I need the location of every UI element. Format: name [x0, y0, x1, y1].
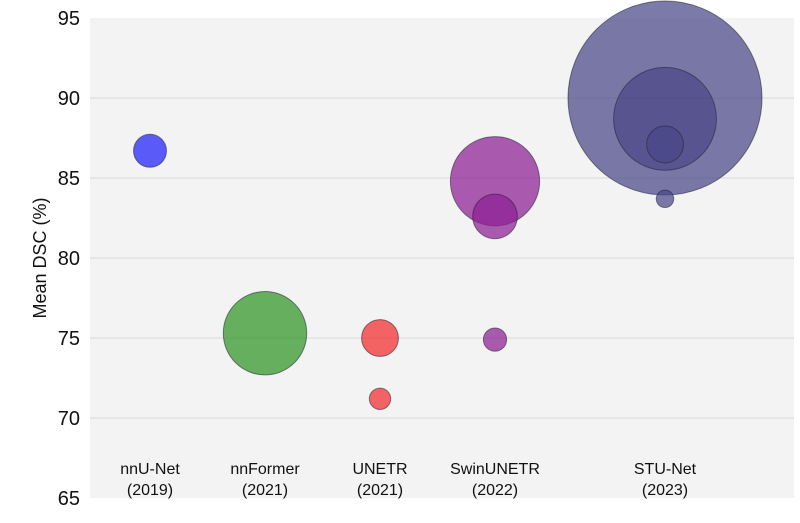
bubble [361, 319, 399, 357]
y-tick-label: 65 [58, 488, 80, 510]
category-labels: nnU-Net (2019) nnFormer (2021) UNETR (2021) Sw… [120, 461, 696, 499]
bubble [482, 327, 508, 352]
bubble [655, 189, 675, 209]
category-year-label: (2021) [357, 482, 403, 499]
y-tick-label: 90 [58, 88, 80, 110]
category-name-label: nnU-Net [120, 461, 180, 478]
y-axis-ticks: 65 70 75 80 85 90 95 [58, 8, 80, 510]
y-tick-label: 80 [58, 248, 80, 270]
bubble [646, 125, 684, 164]
grid-lines [90, 97, 794, 419]
category-year-label: (2023) [642, 482, 688, 499]
y-tick-label: 85 [58, 168, 80, 190]
y-tick-label: 75 [58, 328, 80, 350]
bubbles [133, 0, 763, 410]
category-name-label: nnFormer [230, 461, 300, 478]
category-year-label: (2019) [127, 482, 173, 499]
y-tick-label: 95 [58, 8, 80, 30]
bubble [472, 193, 518, 240]
y-axis-label: Mean DSC (%) [30, 197, 50, 318]
category-name-label: UNETR [352, 461, 407, 478]
y-tick-label: 70 [58, 408, 80, 430]
bubble [613, 66, 717, 171]
category-name-label: SwinUNETR [450, 461, 540, 478]
bubble [368, 387, 392, 410]
category-year-label: (2022) [472, 482, 518, 499]
category-name-label: STU-Net [634, 461, 697, 478]
bubble [222, 290, 308, 376]
bubble [133, 133, 167, 168]
category-year-label: (2021) [242, 482, 288, 499]
